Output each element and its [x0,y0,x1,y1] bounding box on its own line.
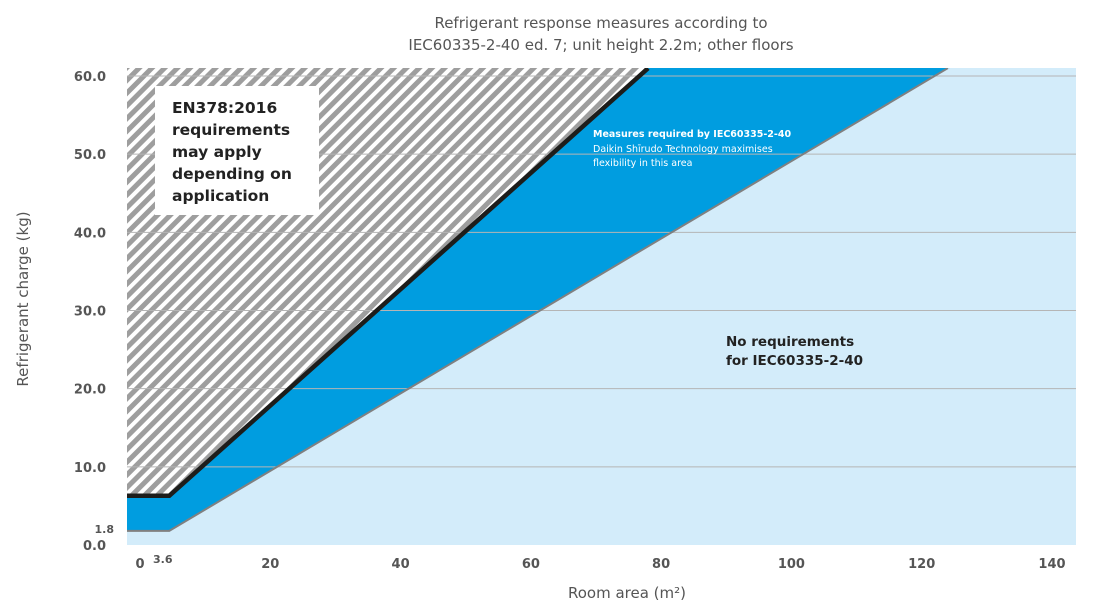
measures-sub-line-2: flexibility in this area [593,158,692,169]
en378-callout-box [155,86,319,215]
x-tick-label: 3.6 [153,553,173,566]
x-axis-label: Room area (m²) [568,584,686,602]
lower-boundary-line [127,68,949,532]
no-requirements-annotation: No requirements for IEC60335-2-40 [726,334,863,369]
y-tick-label: 10.0 [74,461,106,476]
x-tick-label: 80 [652,557,670,572]
x-tick-label: 40 [392,557,410,572]
y-tick-label: 40.0 [74,226,106,241]
measures-title: Measures required by IEC60335-2-40 [593,129,791,140]
en378-line-1: EN378:2016 [172,99,277,117]
en378-callout: EN378:2016 requirements may apply depend… [155,86,319,215]
y-tick-label: 0.0 [83,539,106,554]
en378-line-2: requirements [172,121,290,139]
y-tick-label: 1.8 [95,523,115,536]
y-tick-label: 20.0 [74,383,106,398]
y-tick-label: 30.0 [74,305,106,320]
y-tick-label: 50.0 [74,148,106,163]
x-tick-label: 100 [778,557,805,572]
x-axis-ticks: 0 3.6 20 40 60 80 100 120 140 [135,553,1065,572]
y-axis-label: Refrigerant charge (kg) [14,211,32,386]
upper-boundary-line [127,68,650,499]
y-tick-label: 60.0 [74,70,106,85]
x-tick-label: 140 [1038,557,1065,572]
x-tick-label: 0 [135,557,144,572]
x-tick-label: 60 [522,557,540,572]
en378-line-4: depending on [172,165,292,183]
chart-title-line-2: IEC60335-2-40 ed. 7; unit height 2.2m; o… [408,36,793,54]
no-requirements-line-1: No requirements [726,334,854,350]
no-requirements-line-2: for IEC60335-2-40 [726,353,863,369]
y-axis-ticks: 0.0 1.8 10.0 20.0 30.0 40.0 50.0 60.0 [74,70,114,554]
x-tick-label: 20 [261,557,279,572]
en378-line-5: application [172,187,269,205]
chart-title-line-1: Refrigerant response measures according … [434,14,767,32]
measures-annotation: Measures required by IEC60335-2-40 Daiki… [593,129,791,169]
en378-line-3: may apply [172,143,262,161]
x-tick-label: 120 [908,557,935,572]
measures-sub-line-1: Daikin Shīrudo Technology maximises [593,144,773,155]
